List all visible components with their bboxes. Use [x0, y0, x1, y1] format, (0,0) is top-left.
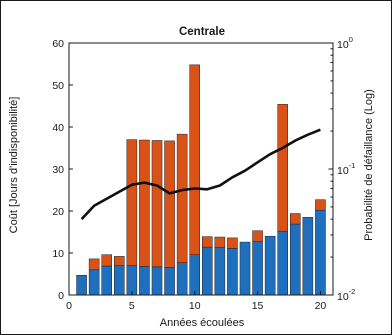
bar-segment-1-year-17	[277, 230, 288, 296]
bar-segment-2-year-7	[151, 140, 163, 268]
x-tick-label: 10	[189, 300, 201, 312]
bar-segment-2-year-4	[114, 256, 125, 266]
bar-segment-2-year-9	[176, 133, 188, 263]
bar-segment-2-year-20	[315, 199, 326, 211]
bar-segment-1-year-7	[151, 266, 163, 296]
x-tick-label: 0	[66, 300, 72, 312]
y-axis: 0 10 20 30 40 50 60	[52, 38, 73, 302]
bar-layer	[76, 64, 326, 296]
bar-segment-2-year-10	[189, 64, 200, 255]
bar-segment-2-year-15	[252, 230, 263, 242]
bar-segment-1-year-9	[176, 262, 188, 296]
bar-segment-2-year-11	[202, 236, 213, 248]
bar-segment-1-year-10	[189, 254, 200, 296]
bar-segment-1-year-20	[315, 209, 326, 296]
x-axis: 0 5 10 15 20	[66, 291, 326, 312]
bar-segment-1-year-19	[302, 217, 314, 296]
bar-segment-2-year-13	[227, 237, 238, 249]
x-tick-label: 5	[129, 300, 135, 312]
bar-segment-2-year-18	[290, 213, 301, 225]
y-tick-label: 40	[52, 122, 64, 134]
bar-segment-1-year-5	[126, 265, 138, 296]
y2-tick-label: 100	[337, 35, 353, 51]
bar-segment-2-year-2	[88, 258, 100, 271]
bar-segment-2-year-5	[126, 139, 138, 266]
bar-segment-2-year-12	[214, 236, 226, 248]
bar-segment-1-year-18	[290, 223, 301, 296]
y2-tick-label: 10-2	[337, 287, 355, 303]
bar-segment-2-year-8	[164, 140, 175, 268]
bar-segment-1-year-6	[139, 266, 150, 296]
y-tick-label: 10	[52, 248, 64, 260]
bar-segment-1-year-12	[214, 247, 226, 296]
y-tick-label: 0	[58, 290, 64, 302]
bar-segment-1-year-14	[239, 241, 251, 296]
x-tick-label: 20	[315, 300, 327, 312]
y2-tick-label: 10-1	[337, 161, 355, 177]
y-tick-label: 20	[52, 206, 64, 218]
bar-segment-1-year-1	[76, 275, 87, 296]
x-axis-label: Années écoulées	[160, 317, 245, 329]
bar-segment-1-year-8	[164, 267, 175, 296]
bar-segment-1-year-13	[227, 248, 238, 296]
bar-segment-2-year-6	[139, 139, 150, 267]
bar-segment-2-year-3	[101, 254, 112, 267]
bar-segment-1-year-3	[101, 265, 112, 296]
bar-segment-1-year-11	[202, 246, 213, 296]
y-tick-label: 50	[52, 80, 64, 92]
bar-segment-1-year-4	[114, 265, 125, 296]
x-tick-label: 15	[252, 300, 264, 312]
line-layer	[80, 128, 321, 220]
y2-axis-label: Probabilité de défaillance (Log)	[363, 89, 375, 241]
y-tick-label: 60	[52, 38, 64, 50]
bar-segment-2-year-17	[277, 104, 288, 232]
y-axis-label: Coût [Jours d'indisponibilité]	[8, 97, 20, 234]
probability-line	[80, 128, 321, 220]
y-tick-label: 30	[52, 164, 64, 176]
bar-segment-1-year-2	[88, 269, 100, 296]
chart-title: Centrale	[179, 26, 225, 38]
bar-segment-1-year-16	[264, 235, 276, 296]
bar-segment-1-year-15	[252, 241, 263, 296]
